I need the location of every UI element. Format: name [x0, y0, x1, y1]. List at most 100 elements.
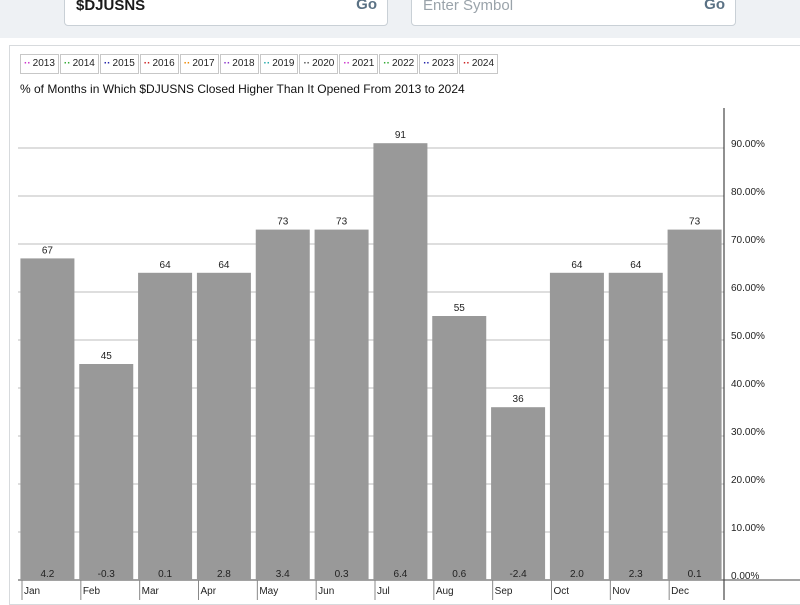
bar-value-label: 55: [454, 303, 466, 314]
legend-label: 2016: [152, 58, 175, 69]
x-tick-label: Sep: [495, 586, 513, 597]
symbol-search-bar: $DJUSNS Go Enter Symbol Go: [0, 0, 800, 38]
legend-marker-icon: ··: [143, 58, 151, 69]
x-tick-label: May: [259, 586, 278, 597]
bar-value-label: 64: [160, 260, 172, 271]
bar-bottom-label: 4.2: [40, 569, 54, 580]
legend-marker-icon: ··: [103, 58, 111, 69]
bar-feb: [79, 364, 134, 580]
legend-item-2015[interactable]: ·· 2015: [99, 54, 139, 74]
bar-bottom-label: 0.1: [688, 569, 702, 580]
bar-aug: [432, 316, 487, 580]
bar-oct: [549, 272, 604, 580]
symbol-input[interactable]: $DJUSNS Go: [64, 0, 388, 26]
y-tick-label: 20.00%: [731, 475, 765, 486]
x-tick-label: Feb: [83, 586, 101, 597]
legend-marker-icon: ··: [423, 58, 430, 69]
bar-value-label: 64: [218, 260, 230, 271]
bar-bottom-label: 0.3: [335, 569, 349, 580]
y-tick-label: 70.00%: [731, 235, 765, 246]
bar-value-label: 91: [395, 130, 407, 141]
bar-value-label: 67: [42, 245, 54, 256]
legend-item-2021[interactable]: ·· 2021: [339, 54, 379, 74]
x-tick-label: Jul: [377, 586, 390, 597]
legend-label: 2017: [192, 58, 215, 69]
legend-label: 2015: [112, 58, 135, 69]
legend-item-2023[interactable]: ·· 2023: [419, 54, 459, 74]
x-tick-label: Nov: [612, 586, 630, 597]
bar-bottom-label: 2.8: [217, 569, 231, 580]
enter-symbol-input[interactable]: Enter Symbol Go: [411, 0, 736, 26]
legend-marker-icon: ··: [343, 58, 351, 69]
chart-title: % of Months in Which $DJUSNS Closed High…: [20, 82, 465, 96]
legend-label: 2020: [312, 58, 335, 69]
bar-value-label: 64: [571, 260, 583, 271]
bar-bottom-label: 3.4: [276, 569, 290, 580]
legend-item-2022[interactable]: ·· 2022: [379, 54, 419, 74]
legend-marker-icon: ··: [24, 58, 31, 69]
bar-value-label: 73: [336, 217, 348, 228]
x-tick-label: Apr: [201, 586, 217, 597]
legend-item-2019[interactable]: ·· 2019: [259, 54, 299, 74]
legend-label: 2024: [471, 58, 495, 69]
bar-bottom-label: 0.6: [452, 569, 466, 580]
year-legend: ·· 2013 ·· 2014 ·· 2015 ·· 2016 ·· 2017 ·· 2018 ·· 20…: [20, 54, 499, 74]
y-tick-label: 40.00%: [731, 379, 765, 390]
go-button-2[interactable]: Go: [704, 0, 725, 13]
legend-marker-icon: ··: [463, 58, 470, 69]
legend-item-2017[interactable]: ·· 2017: [179, 54, 219, 74]
symbol-input-value: $DJUSNS: [76, 0, 146, 14]
bar-nov: [608, 272, 663, 580]
bar-jul: [373, 143, 428, 580]
legend-label: 2023: [431, 58, 455, 69]
legend-marker-icon: ··: [183, 58, 191, 69]
x-tick-label: Dec: [671, 586, 689, 597]
bar-apr: [196, 272, 251, 580]
bar-bottom-label: 6.4: [393, 569, 407, 580]
bar-value-label: 36: [513, 394, 525, 405]
y-tick-label: 0.00%: [731, 571, 759, 582]
bar-mar: [138, 272, 193, 580]
legend-marker-icon: ··: [223, 58, 231, 69]
bar-bottom-label: 2.3: [629, 569, 643, 580]
legend-marker-icon: ··: [263, 58, 271, 69]
y-tick-label: 30.00%: [731, 427, 765, 438]
legend-item-2013[interactable]: ·· 2013: [20, 54, 59, 74]
legend-item-2018[interactable]: ·· 2018: [219, 54, 259, 74]
bar-jun: [314, 229, 369, 580]
bar-bottom-label: -2.4: [509, 569, 527, 580]
bar-bottom-label: 0.1: [158, 569, 172, 580]
legend-label: 2022: [391, 58, 415, 69]
x-tick-label: Aug: [436, 586, 454, 597]
y-tick-label: 80.00%: [731, 187, 765, 198]
x-tick-label: Mar: [142, 586, 160, 597]
x-tick-label: Jan: [24, 586, 40, 597]
y-tick-label: 50.00%: [731, 331, 765, 342]
x-tick-label: Jun: [318, 586, 334, 597]
legend-item-2014[interactable]: ·· 2014: [59, 54, 99, 74]
legend-marker-icon: ··: [383, 58, 390, 69]
legend-item-2024[interactable]: ·· 2024: [459, 54, 499, 74]
bar-bottom-label: -0.3: [98, 569, 116, 580]
y-tick-label: 10.00%: [731, 523, 765, 534]
go-button[interactable]: Go: [356, 0, 377, 13]
legend-marker-icon: ··: [303, 58, 311, 69]
legend-label: 2021: [352, 58, 375, 69]
bar-jan: [20, 258, 75, 580]
legend-label: 2013: [32, 58, 55, 69]
bar-value-label: 45: [101, 351, 113, 362]
y-tick-label: 90.00%: [731, 139, 765, 150]
legend-item-2020[interactable]: ·· 2020: [299, 54, 339, 74]
bar-value-label: 73: [689, 217, 701, 228]
enter-symbol-placeholder: Enter Symbol: [423, 0, 514, 14]
legend-item-2016[interactable]: ·· 2016: [139, 54, 179, 74]
legend-label: 2014: [72, 58, 95, 69]
bar-value-label: 64: [630, 260, 642, 271]
legend-label: 2019: [272, 58, 295, 69]
bar-sep: [491, 407, 546, 580]
x-tick-label: Oct: [554, 586, 570, 597]
y-tick-label: 60.00%: [731, 283, 765, 294]
bar-bottom-label: 2.0: [570, 569, 584, 580]
bar-dec: [667, 229, 722, 580]
